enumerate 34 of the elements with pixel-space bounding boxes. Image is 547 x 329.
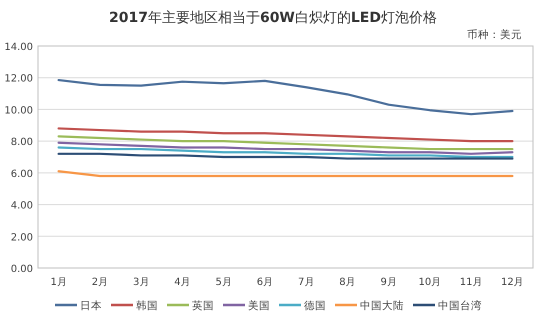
y-tick-label: 2.00 — [10, 232, 33, 244]
x-tick-label: 11月 — [460, 277, 482, 288]
x-tick-label: 6月 — [256, 277, 274, 288]
line-series — [58, 78, 514, 116]
y-tick-label: 6.00 — [10, 168, 33, 180]
legend-label: 美国 — [248, 299, 270, 312]
x-tick-label: 2月 — [92, 277, 108, 288]
legend-label: 德国 — [304, 300, 326, 312]
x-tick-label: 9月 — [380, 277, 397, 288]
y-tick-label: 0.00 — [10, 264, 33, 275]
legend-label: 中国台湾 — [438, 299, 482, 312]
y-tick-label: 12.00 — [4, 74, 33, 85]
x-tick-label: 12月 — [501, 277, 524, 288]
chart-title: 2017年主要地区相当于60W白炽灯的LED灯泡价格 — [108, 10, 438, 26]
y-tick-label: 4.00 — [10, 200, 33, 212]
x-tick-label: 3月 — [132, 277, 150, 288]
y-tick-label: 10.00 — [4, 105, 33, 116]
line-series — [58, 127, 514, 142]
line-series — [58, 142, 514, 155]
x-tick-label: 10月 — [418, 277, 442, 288]
chart-subtitle: 币种：美元 — [467, 28, 522, 41]
legend-label: 英国 — [192, 299, 214, 312]
x-tick-label: 7月 — [298, 277, 314, 288]
y-tick-label: 8.00 — [10, 137, 33, 148]
line-series — [58, 135, 514, 150]
legend-label: 日本 — [80, 299, 102, 312]
y-tick-label: 14.00 — [4, 42, 33, 53]
x-tick-label: 5月 — [215, 277, 232, 288]
x-tick-label: 1月 — [50, 277, 67, 288]
legend-label: 韩国 — [136, 299, 158, 312]
legend-label: 中国大陆 — [360, 299, 404, 312]
line-series — [58, 146, 514, 158]
x-tick-label: 8月 — [339, 277, 356, 288]
x-tick-label: 4月 — [174, 277, 191, 288]
